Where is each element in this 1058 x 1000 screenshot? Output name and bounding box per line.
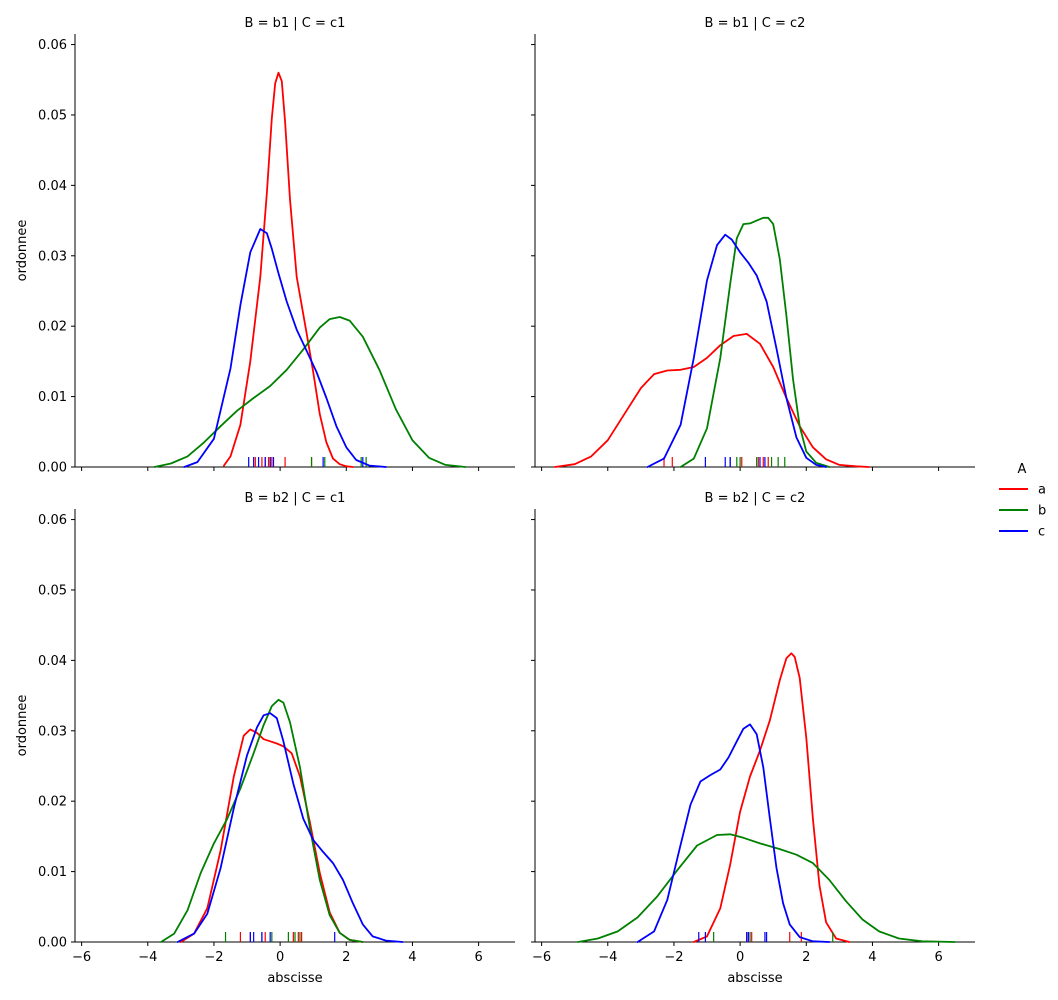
y-tick-label: 0.01 (38, 390, 67, 405)
x-tick-label: 4 (408, 950, 416, 965)
legend-label-a: a (1038, 483, 1046, 498)
x-tick-label: 2 (342, 950, 350, 965)
x-tick-label: −4 (138, 950, 157, 965)
facet-panel-4: B = b2 | C = c2 −6 −4 −2 0 2 4 6 abscisse (531, 491, 975, 986)
y-tick-label: 0.02 (38, 795, 67, 810)
x-tick-label: 4 (868, 950, 876, 965)
y-tick-label: 0.04 (38, 654, 67, 669)
kde-line-c (176, 712, 404, 943)
y-tick-label: 0.01 (38, 865, 67, 880)
x-tick-label: −2 (664, 950, 683, 965)
kde-line-a (553, 333, 870, 468)
x-tick-label: 2 (802, 950, 810, 965)
kde-line-b (160, 698, 364, 943)
x-tick-label: −4 (598, 950, 617, 965)
y-tick-label: 0.02 (38, 320, 67, 335)
y-axis-label: ordonnee (15, 220, 30, 282)
x-tick-label: −6 (72, 950, 91, 965)
kde-line-b (679, 216, 831, 468)
facet-panel-1: B = b1 | C = c1 0.00 0.01 0.02 0.03 0.04 0.05 0… (15, 16, 515, 476)
panel-title: B = b2 | C = c1 (245, 491, 346, 506)
x-tick-label: 0 (736, 950, 744, 965)
x-tick-label: 6 (934, 950, 942, 965)
y-tick-label: 0.00 (38, 461, 67, 476)
legend-title: A (1018, 462, 1027, 477)
y-tick-label: 0.06 (38, 513, 67, 528)
panel-title: B = b2 | C = c2 (705, 491, 806, 506)
kde-line-b (577, 833, 957, 943)
y-tick-label: 0.03 (38, 724, 67, 739)
y-tick-label: 0.00 (38, 936, 67, 951)
legend-label-c: c (1038, 525, 1045, 540)
facet-panel-2: B = b1 | C = c2 (531, 16, 975, 471)
y-tick-label: 0.03 (38, 249, 67, 264)
x-tick-label: 0 (276, 950, 284, 965)
x-tick-label: −2 (204, 950, 223, 965)
facet-panel-3: B = b2 | C = c1 0.00 0.01 0.02 0.03 0.04 0.05 0… (15, 491, 515, 986)
kde-line-a (692, 652, 851, 943)
x-axis-label: abscisse (727, 971, 782, 986)
legend-label-b: b (1038, 504, 1046, 519)
kde-line-c (636, 723, 831, 943)
panel-title: B = b1 | C = c1 (245, 16, 346, 31)
y-tick-label: 0.06 (38, 38, 67, 53)
y-tick-label: 0.05 (38, 583, 67, 598)
kde-line-b (153, 316, 467, 468)
kde-line-a (223, 71, 354, 468)
y-tick-label: 0.04 (38, 179, 67, 194)
x-tick-label: 6 (474, 950, 482, 965)
panel-title: B = b1 | C = c2 (705, 16, 806, 31)
y-tick-label: 0.05 (38, 108, 67, 123)
kde-line-a (180, 728, 364, 943)
x-tick-label: −6 (532, 950, 551, 965)
x-axis-label: abscisse (267, 971, 322, 986)
kde-line-c (646, 233, 827, 468)
kde-line-c (183, 228, 387, 468)
y-axis-label: ordonnee (15, 695, 30, 757)
